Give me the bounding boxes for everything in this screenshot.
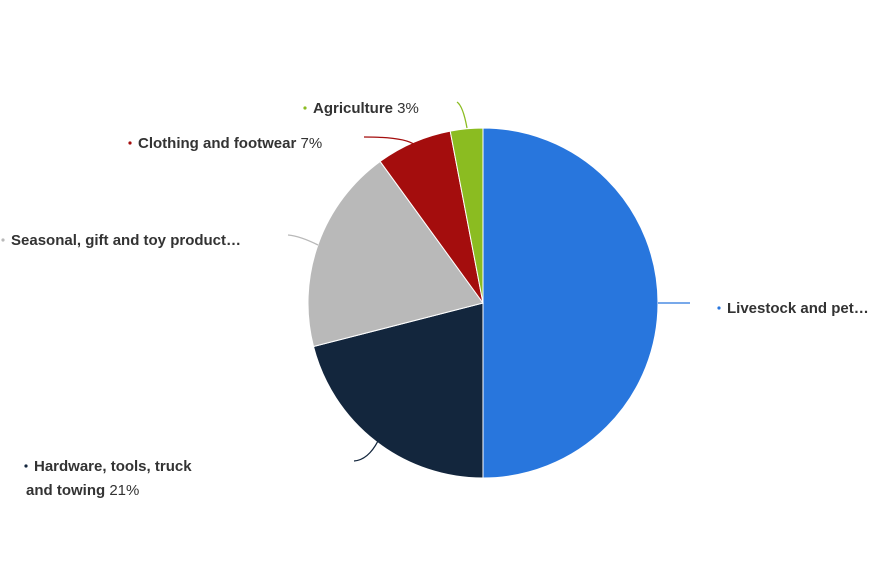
label-connector-3: [363, 136, 416, 146]
pie-slice-4[interactable]: [449, 127, 484, 304]
label-connector-2: [287, 234, 319, 246]
slices-layer: [307, 127, 659, 479]
label-bullet-3: [128, 141, 132, 145]
pie-slice-2[interactable]: [307, 160, 484, 348]
label-bullet-1: [24, 464, 28, 468]
data-label-3: Clothing and footwear 7%: [138, 135, 322, 152]
data-label-1: Hardware, tools, truck and towing 21%: [26, 458, 192, 499]
label-connector-4: [456, 101, 468, 129]
data-label-2: Seasonal, gift and toy product…: [11, 232, 241, 249]
data-label-0: Livestock and pet…: [727, 300, 869, 317]
labels-layer: Livestock and pet… Hardware, tools, truck…: [1, 100, 869, 499]
pie-slice-0[interactable]: [482, 127, 659, 479]
label-bullet-0: [717, 306, 721, 310]
label-bullet-4: [303, 106, 307, 110]
label-connector-1: [353, 440, 379, 462]
data-label-4: Agriculture 3%: [313, 100, 419, 117]
connectors-layer: [287, 101, 690, 462]
pie-slice-1[interactable]: [312, 302, 484, 479]
label-bullet-2: [1, 238, 5, 242]
